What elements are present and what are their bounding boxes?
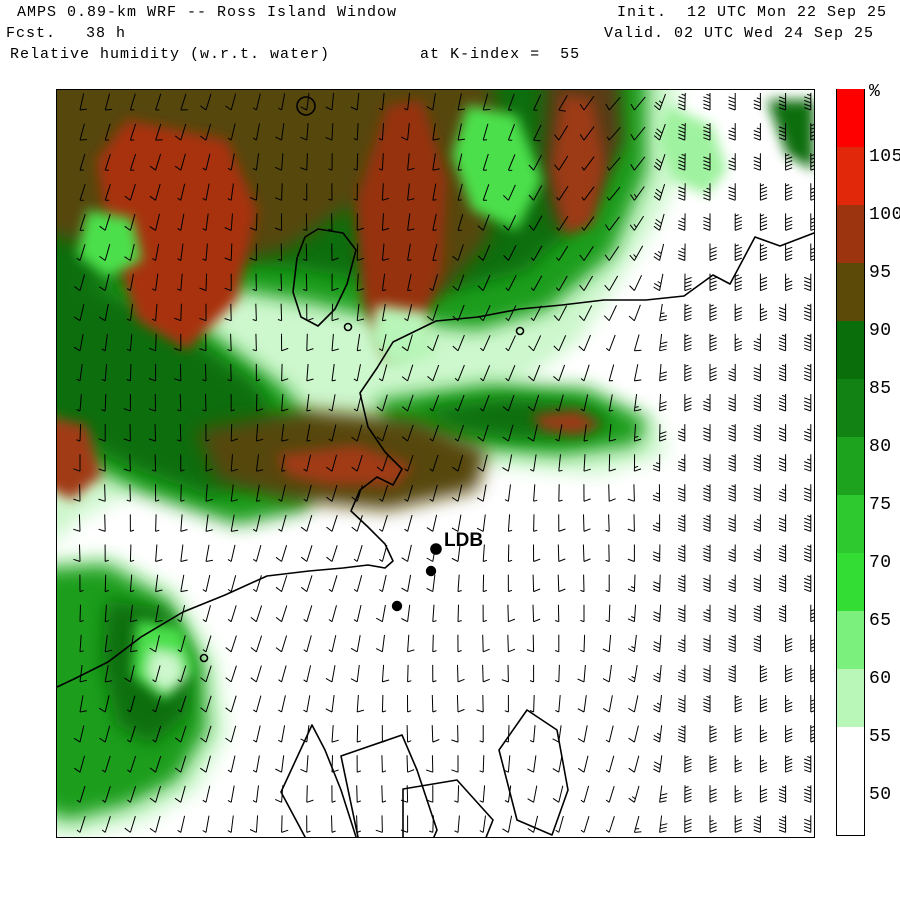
svg-text:LDB: LDB <box>444 530 483 551</box>
